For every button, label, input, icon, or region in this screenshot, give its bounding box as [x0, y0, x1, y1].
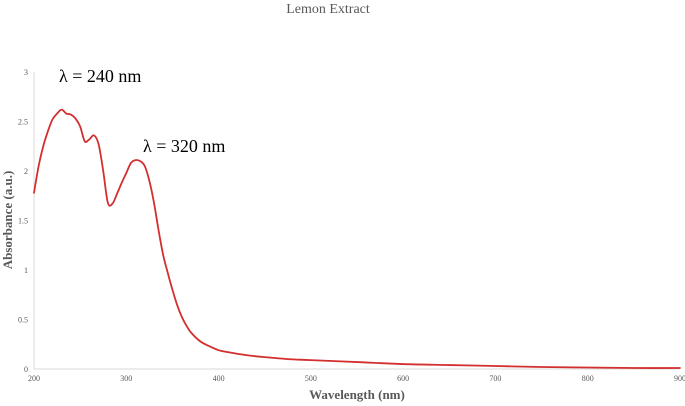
x-tick-label: 700 [489, 374, 501, 383]
peak-annotation-320: λ = 320 nm [143, 136, 225, 156]
y-tick-label: 1.5 [18, 217, 28, 226]
y-tick-label: 1 [24, 266, 28, 275]
x-tick-label: 200 [28, 374, 40, 383]
y-tick-label: 2 [24, 167, 28, 176]
x-tick-label: 300 [120, 374, 132, 383]
y-tick-labels: 0 0.5 1 1.5 2 2.5 3 [18, 68, 28, 374]
y-tick-label: 0 [24, 365, 28, 374]
x-tick-label: 600 [397, 374, 409, 383]
y-axis-label: Absorbance (a.u.) [0, 171, 15, 270]
y-tick-label: 0.5 [18, 316, 28, 325]
peak-annotation-240: λ = 240 nm [59, 66, 141, 86]
x-tick-label: 500 [305, 374, 317, 383]
x-tick-label: 900 [674, 374, 685, 383]
plot-area [33, 72, 680, 370]
x-tick-label: 800 [582, 374, 594, 383]
y-tick-label: 2.5 [18, 118, 28, 127]
chart-title: Lemon Extract [286, 2, 370, 17]
x-tick-label: 400 [213, 374, 225, 383]
y-tick-label: 3 [24, 68, 28, 77]
x-axis-label: Wavelength (nm) [309, 387, 405, 402]
absorbance-series-line [33, 108, 681, 369]
x-tick-labels: 200 300 400 500 600 700 800 900 [28, 374, 685, 383]
